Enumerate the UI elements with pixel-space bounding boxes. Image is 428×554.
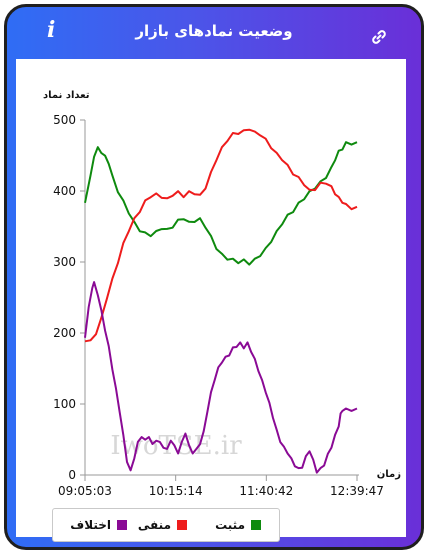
x-tick-label: 12:39:47 — [330, 484, 384, 498]
legend-label-negative: منفی — [137, 518, 171, 532]
series-line-positive — [84, 141, 358, 266]
chart-legend: مثبت منفی اختلاف — [52, 508, 280, 542]
y-tick-label: 100 — [53, 397, 76, 411]
series-line-negative — [84, 128, 358, 343]
legend-swatch-positive — [251, 520, 261, 530]
app-frame: i وضعیت نمادهای بازار تعداد نماد زمان 0 1… — [4, 4, 424, 550]
link-icon[interactable] — [371, 29, 387, 49]
x-tick-label: 11:40:42 — [239, 484, 293, 498]
x-tick-label: 10:15:14 — [149, 484, 203, 498]
header: i وضعیت نمادهای بازار — [7, 7, 421, 59]
legend-swatch-negative — [177, 520, 187, 530]
legend-item-positive[interactable]: مثبت — [215, 518, 261, 532]
legend-label-difference: اختلاف — [70, 518, 111, 532]
y-tick-label: 200 — [53, 326, 76, 340]
x-tick-label: 09:05:03 — [58, 484, 112, 498]
market-status-chart: تعداد نماد زمان 0 100 200 300 400 500 09:05:03… — [43, 90, 401, 498]
legend-item-difference[interactable]: اختلاف — [70, 518, 127, 532]
info-icon[interactable]: i — [47, 17, 56, 43]
chart-panel: تعداد نماد زمان 0 100 200 300 400 500 09:05:03… — [16, 59, 406, 542]
x-axis-title: زمان — [377, 469, 401, 480]
legend-item-negative[interactable]: منفی — [138, 518, 187, 532]
series-line-difference — [84, 281, 358, 474]
y-tick-label: 0 — [68, 468, 76, 482]
watermark: IwoTSE.ir — [110, 431, 242, 461]
page-title: وضعیت نمادهای بازار — [135, 22, 293, 40]
y-tick-label: 300 — [53, 255, 76, 269]
legend-label-positive: مثبت — [215, 518, 245, 532]
y-axis-title: تعداد نماد — [43, 90, 90, 101]
y-tick-label: 500 — [53, 113, 76, 127]
y-tick-label: 400 — [53, 184, 76, 198]
legend-swatch-difference — [117, 520, 127, 530]
